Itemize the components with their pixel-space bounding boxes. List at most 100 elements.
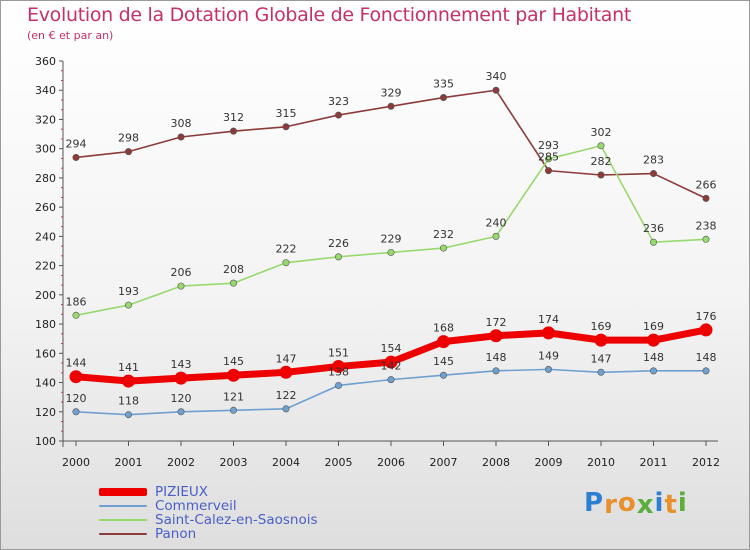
x-tick-label: 2003 [220, 456, 248, 469]
data-point [387, 376, 395, 384]
data-point [230, 279, 238, 287]
data-label: 238 [696, 219, 717, 232]
data-label: 285 [538, 151, 559, 164]
logo-letter: i [677, 488, 688, 518]
data-label: 293 [538, 139, 559, 152]
data-label: 329 [381, 86, 402, 99]
data-label: 145 [223, 355, 244, 368]
series-saint-calez-en-saosnois [72, 142, 710, 319]
data-point [544, 365, 552, 373]
legend-swatch [99, 533, 147, 535]
data-point [332, 359, 345, 373]
y-tick-label: 360 [35, 55, 56, 68]
data-label: 226 [328, 237, 349, 250]
data-point [72, 153, 80, 161]
data-point [699, 323, 713, 337]
proxiti-logo: Proxiti [584, 488, 688, 520]
y-tick-label: 100 [35, 435, 56, 448]
y-tick-label: 220 [35, 260, 56, 273]
data-point [702, 367, 710, 375]
data-label: 282 [591, 155, 612, 168]
x-tick-label: 2000 [62, 456, 90, 469]
y-tick-label: 240 [35, 230, 56, 243]
data-point [282, 123, 290, 131]
data-point [230, 406, 238, 414]
data-point [649, 367, 657, 375]
data-point [230, 127, 238, 135]
data-label: 120 [171, 392, 192, 405]
x-tick-label: 2002 [167, 456, 195, 469]
data-point [387, 102, 395, 110]
data-label: 240 [486, 216, 507, 229]
data-label: 335 [433, 78, 454, 91]
y-tick-label: 340 [35, 84, 56, 97]
series-commerveil [72, 365, 710, 419]
data-label: 294 [66, 137, 87, 150]
data-label: 148 [643, 351, 664, 364]
data-label: 142 [381, 360, 402, 373]
logo-letter: P [584, 488, 605, 518]
data-point [282, 405, 290, 413]
y-tick-label: 160 [35, 347, 56, 360]
data-label: 118 [118, 395, 139, 408]
data-point [649, 170, 657, 178]
data-label: 222 [276, 243, 297, 256]
data-label: 149 [538, 349, 559, 362]
legend-label: Panon [155, 526, 197, 542]
data-point [597, 368, 605, 376]
data-point [702, 235, 710, 243]
data-point [489, 329, 503, 343]
data-point [384, 355, 398, 369]
data-label: 172 [486, 316, 507, 329]
data-point [334, 111, 342, 119]
legend-label: PIZIEUX [155, 484, 209, 500]
data-point [279, 365, 293, 379]
data-label: 323 [328, 95, 349, 108]
chart-title: Evolution de la Dotation Globale de Fonc… [27, 4, 632, 26]
data-label: 174 [538, 313, 559, 326]
data-label: 121 [223, 390, 244, 403]
data-label: 206 [171, 266, 192, 279]
data-point [544, 155, 552, 163]
data-point [174, 371, 188, 385]
data-point [702, 194, 710, 202]
chart-subtitle: (en € et par an) [27, 29, 114, 42]
data-label: 169 [643, 320, 664, 333]
data-point [72, 311, 80, 319]
data-label: 148 [696, 351, 717, 364]
data-point [439, 94, 447, 102]
axes: 100 120 140 160 180 200 220 240 260 280 300 320 340 3… [35, 55, 720, 469]
legend-swatch [99, 505, 147, 507]
data-label: 120 [66, 392, 87, 405]
data-label: 143 [171, 358, 192, 371]
data-point [544, 167, 552, 175]
data-point [282, 259, 290, 267]
data-label: 147 [591, 352, 612, 365]
data-point [542, 326, 555, 340]
data-point [69, 370, 83, 384]
y-tick-label: 200 [35, 289, 56, 302]
data-label: 266 [696, 178, 717, 191]
data-point [492, 232, 500, 240]
logo-letter: t [664, 490, 678, 520]
data-label: 186 [66, 295, 87, 308]
data-point [649, 238, 657, 246]
data-point [387, 248, 395, 256]
data-label: 148 [486, 351, 507, 364]
data-point [439, 371, 447, 379]
y-tick-label: 180 [35, 318, 56, 331]
x-tick-label: 2009 [535, 456, 563, 469]
y-tick-label: 260 [35, 201, 56, 214]
x-tick-label: 2011 [640, 456, 668, 469]
data-label: 145 [433, 355, 454, 368]
logo-letter: r [604, 490, 618, 520]
y-tick-label: 320 [35, 113, 56, 126]
series-line [75, 144, 707, 317]
x-tick-label: 2012 [692, 456, 720, 469]
data-point [177, 282, 185, 290]
data-label: 308 [171, 117, 192, 130]
x-tick-label: 2005 [325, 456, 353, 469]
data-point [122, 374, 135, 388]
